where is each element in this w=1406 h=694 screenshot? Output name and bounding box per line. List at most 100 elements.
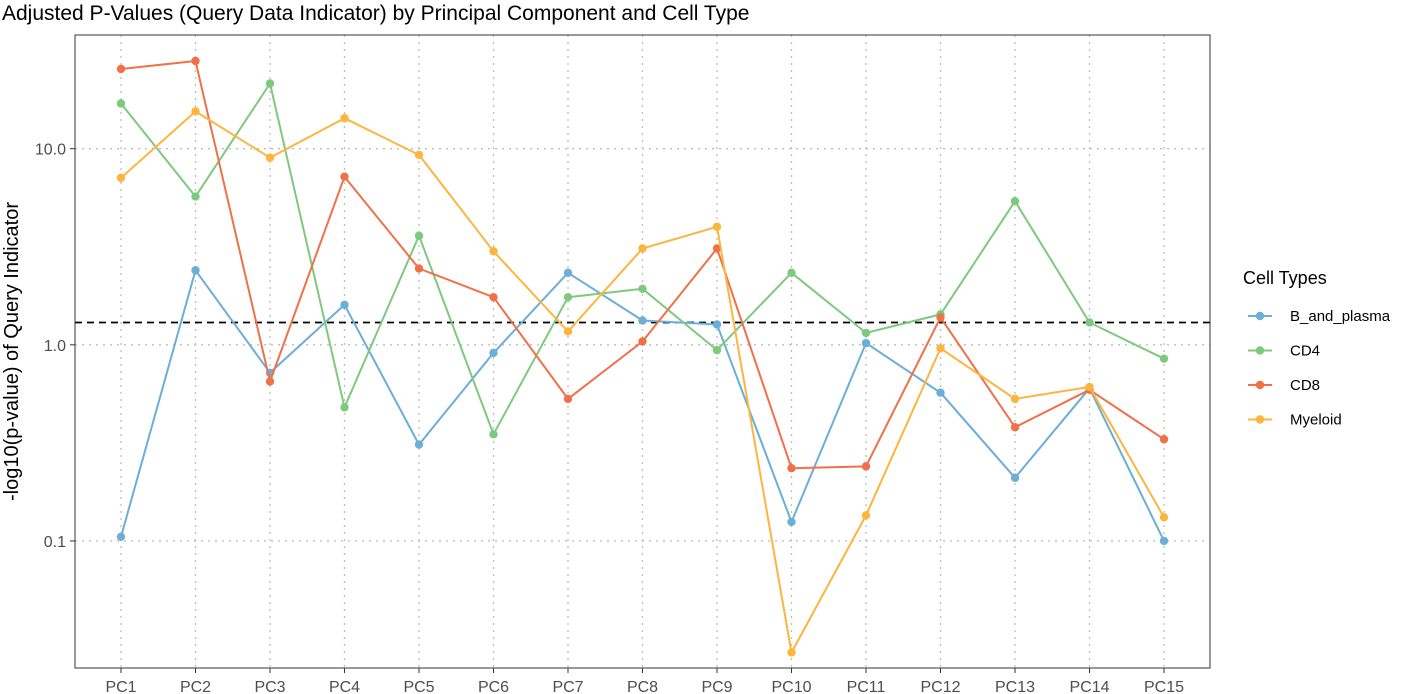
x-tick-label: PC3: [254, 679, 285, 694]
legend-key-point: [1255, 380, 1265, 390]
series-CD4: [116, 79, 1169, 439]
data-point: [191, 107, 200, 116]
y-tick-label: 1.0: [44, 338, 66, 355]
data-point: [563, 327, 573, 336]
data-point: [340, 300, 349, 309]
data-point: [414, 150, 424, 160]
data-point: [638, 316, 647, 325]
data-point: [1159, 536, 1169, 546]
data-point: [265, 79, 275, 88]
data-point: [340, 403, 349, 412]
data-point: [116, 64, 126, 74]
y-tick-label: 0.1: [44, 534, 66, 551]
data-point: [563, 292, 573, 302]
grid: [75, 35, 1210, 668]
legend-item-Myeloid: Myeloid: [1248, 412, 1342, 429]
series-Myeloid: [116, 107, 1169, 657]
data-point: [116, 99, 126, 108]
data-point: [191, 266, 200, 275]
data-point: [1159, 354, 1169, 363]
series-line: [120, 82, 1165, 436]
x-tick-label: PC6: [478, 679, 509, 694]
x-tick-label: PC7: [552, 679, 583, 694]
data-point: [340, 172, 349, 181]
data-point: [861, 328, 871, 338]
series-line: [120, 269, 1165, 542]
data-point: [265, 377, 275, 386]
legend-title: Cell Types: [1243, 268, 1327, 288]
data-point: [712, 222, 722, 231]
data-point: [191, 56, 200, 66]
x-tick-label: PC14: [1069, 679, 1109, 694]
legend-label: B_and_plasma: [1290, 308, 1391, 325]
x-tick-label: PC15: [1144, 679, 1184, 694]
data-point: [712, 345, 722, 355]
series-B_and_plasma: [116, 266, 1169, 546]
data-point: [638, 244, 647, 253]
data-point: [861, 338, 871, 348]
data-point: [936, 388, 945, 397]
data-point: [1010, 394, 1020, 404]
legend-key-point: [1255, 415, 1265, 424]
legend-key-point: [1255, 311, 1265, 321]
data-point: [489, 247, 498, 256]
data-point: [116, 532, 126, 541]
data-point: [936, 313, 945, 322]
legend-item-CD8: CD8: [1248, 377, 1320, 394]
data-point: [936, 344, 945, 353]
data-point: [787, 517, 796, 527]
y-axis: 0.1 1.0 10.0: [35, 142, 75, 551]
legend-item-CD4: CD4: [1248, 343, 1320, 360]
y-tick-label: 10.0: [35, 142, 66, 159]
series-line: [120, 110, 1165, 654]
legend: Cell Types B_and_plasma CD4 CD8 Myeloid: [1243, 268, 1391, 429]
data-point: [787, 463, 796, 473]
data-point: [1159, 513, 1169, 522]
legend-label: CD4: [1290, 343, 1320, 360]
x-tick-label: PC2: [180, 679, 211, 694]
data-point: [1159, 435, 1169, 444]
data-point: [340, 114, 349, 123]
data-point: [414, 440, 424, 449]
x-tick-label: PC8: [627, 679, 658, 694]
legend-label: Myeloid: [1290, 412, 1342, 429]
data-point: [1010, 473, 1020, 482]
x-tick-label: PC5: [403, 679, 434, 694]
data-point: [1010, 196, 1020, 206]
data-point: [861, 462, 871, 471]
y-axis-title: -log10(p-value) of Query Indicator: [1, 202, 23, 501]
legend-item-B_and_plasma: B_and_plasma: [1248, 308, 1391, 325]
data-point: [414, 231, 424, 240]
chart-title: Adjusted P-Values (Query Data Indicator)…: [2, 2, 749, 25]
data-point: [638, 284, 647, 294]
legend-key-point: [1255, 346, 1265, 355]
data-point: [489, 348, 498, 358]
legend-label: CD8: [1290, 377, 1320, 394]
data-point: [414, 264, 424, 273]
data-point: [712, 320, 722, 329]
data-point: [1010, 423, 1020, 432]
data-point: [861, 511, 871, 520]
x-tick-label: PC4: [329, 679, 360, 694]
x-tick-label: PC13: [995, 679, 1035, 694]
data-point: [1085, 382, 1094, 392]
data-point: [116, 173, 126, 183]
data-point: [712, 244, 722, 253]
data-point: [638, 337, 647, 346]
data-point: [563, 394, 573, 404]
data-point: [489, 292, 498, 302]
x-tick-label: PC11: [847, 679, 886, 694]
x-tick-label: PC1: [105, 679, 136, 694]
series-group: [116, 56, 1169, 657]
data-point: [787, 648, 796, 657]
data-point: [563, 268, 573, 277]
data-point: [489, 430, 498, 439]
x-axis: PC1 PC2 PC3 PC4 PC5 PC6 PC7 PC8 PC9 PC10 PC11 PC12 P…: [105, 668, 1184, 694]
series-CD8: [116, 56, 1169, 473]
data-point: [265, 153, 275, 162]
x-tick-label: PC12: [920, 679, 960, 694]
data-point: [1085, 318, 1094, 327]
x-tick-label: PC9: [701, 679, 732, 694]
x-tick-label: PC10: [771, 679, 811, 694]
